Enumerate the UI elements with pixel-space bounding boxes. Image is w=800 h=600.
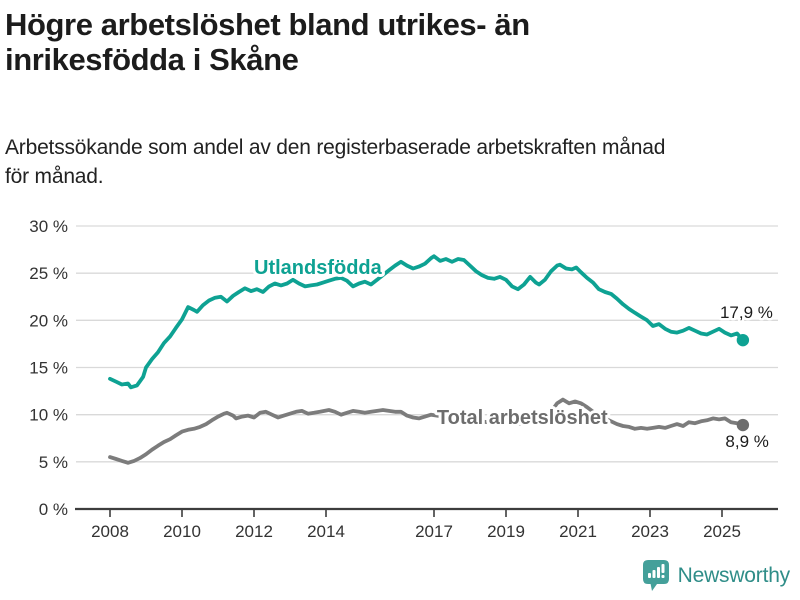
- newsworthy-logo[interactable]: Newsworthy: [642, 559, 790, 592]
- series-end-dot: [736, 418, 750, 432]
- y-tick-label: 10 %: [29, 406, 68, 425]
- title-line-2: inrikesfödda i Skåne: [5, 42, 299, 78]
- series-end-value-label: 17,9 %: [720, 303, 773, 322]
- y-tick-label: 20 %: [29, 311, 68, 330]
- y-tick-label: 25 %: [29, 264, 68, 283]
- series-label: Total arbetslöshet: [437, 407, 608, 429]
- newsworthy-bubble-chart-icon: [642, 560, 669, 591]
- x-tick-label: 2025: [703, 522, 741, 541]
- series-label: Utlandsfödda: [254, 257, 383, 279]
- x-tick-label: 2008: [91, 522, 129, 541]
- y-tick-label: 5 %: [39, 453, 68, 472]
- subtitle-line-2: för månad.: [5, 164, 104, 188]
- series-end-value-label: 8,9 %: [725, 432, 768, 451]
- x-tick-label: 2014: [307, 522, 345, 541]
- x-tick-label: 2012: [235, 522, 273, 541]
- y-tick-label: 30 %: [29, 217, 68, 236]
- x-tick-label: 2017: [415, 522, 453, 541]
- title-line-1: Högre arbetslöshet bland utrikes- än: [5, 7, 530, 42]
- y-tick-label: 15 %: [29, 359, 68, 378]
- x-tick-label: 2021: [559, 522, 597, 541]
- page-title: Högre arbetslöshet bland utrikes- än inr…: [5, 7, 530, 77]
- x-tick-label: 2010: [163, 522, 201, 541]
- series-line-total-arbetsl-shet: [108, 397, 745, 465]
- brand-name: Newsworthy: [677, 563, 791, 587]
- y-tick-label: 0 %: [39, 500, 68, 519]
- subtitle-line-1: Arbetssökande som andel av den registerb…: [5, 136, 666, 159]
- x-tick-label: 2023: [631, 522, 669, 541]
- series-line-utlandsf-dda: [108, 254, 745, 390]
- x-tick-label: 2019: [487, 522, 525, 541]
- series-end-dot: [736, 333, 750, 347]
- chart-subtitle: Arbetssökande som andel av den registerb…: [5, 134, 665, 191]
